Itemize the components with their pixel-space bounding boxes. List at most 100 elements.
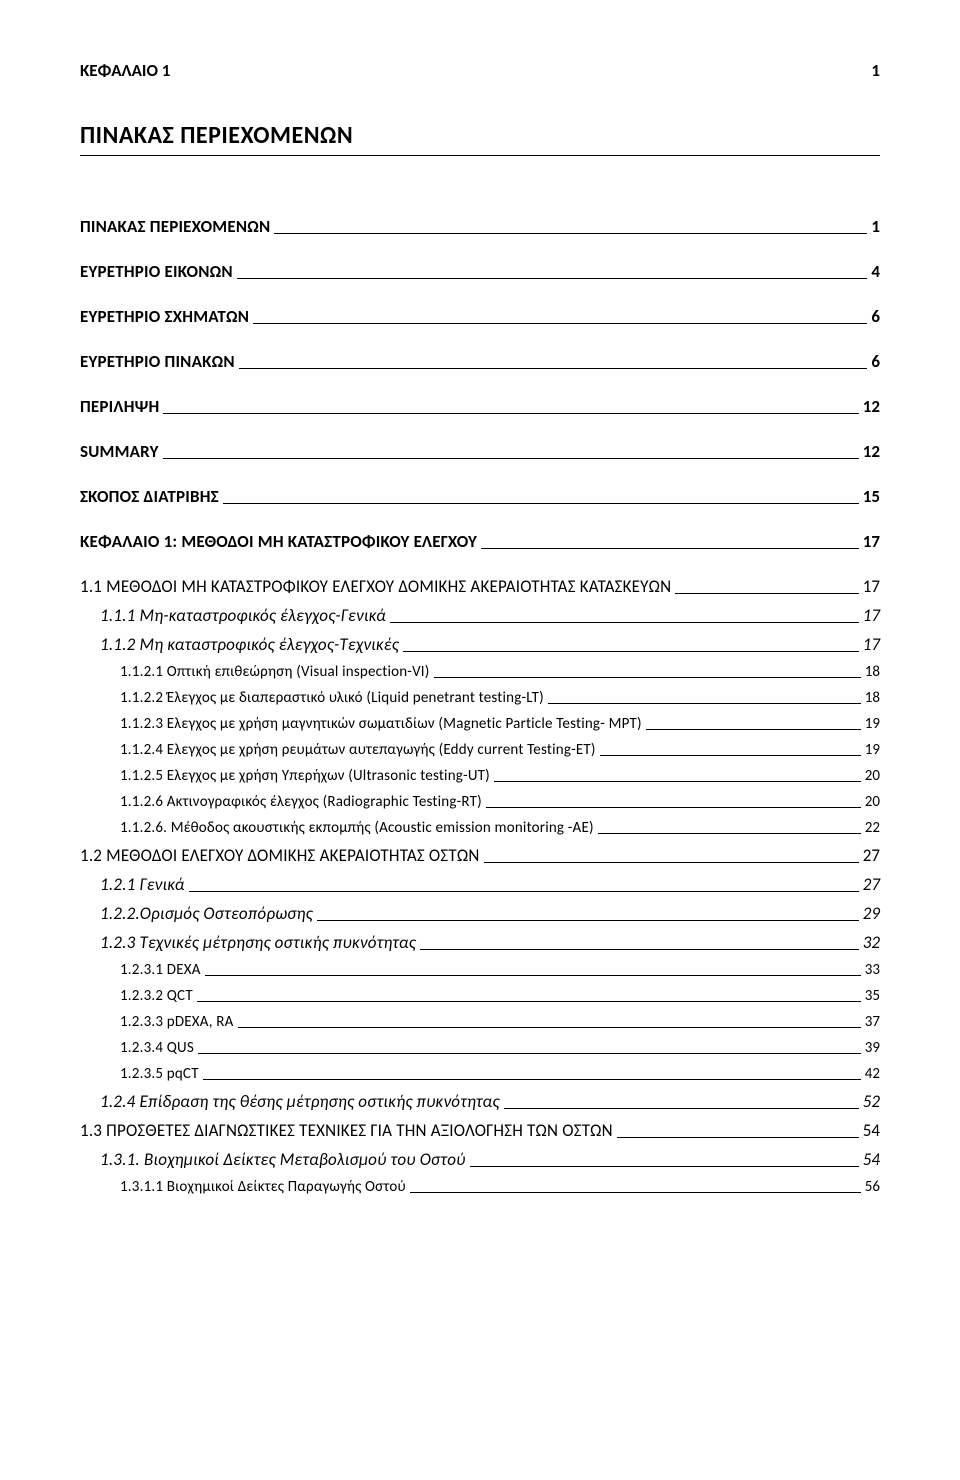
- toc-entry: 1.2.3.2 QCT35: [120, 987, 880, 1005]
- toc-entry: 1.2.3 Τεχνικές μέτρησης οστικής πυκνότητ…: [100, 932, 880, 953]
- toc-entry: 1.2.3.1 DEXA 33: [120, 961, 880, 979]
- toc-entry-label: 1.1.2.2 Έλεγχος με διαπεραστικό υλικό (L…: [120, 689, 544, 707]
- toc-entry-label: 1.2.4 Επίδραση της θέσης μέτρησης οστική…: [100, 1091, 500, 1112]
- toc-leader-line: [205, 975, 861, 976]
- toc-leader-line: [494, 781, 861, 782]
- toc-entry-page: 29: [863, 903, 880, 924]
- toc-leader-line: [434, 677, 861, 678]
- toc-leader-line: [239, 368, 868, 369]
- toc-leader-line: [197, 1001, 861, 1002]
- toc-leader-line: [317, 920, 859, 921]
- toc-entry-page: 20: [865, 767, 880, 785]
- toc-entry-page: 32: [863, 932, 880, 953]
- toc-leader-line: [600, 755, 861, 756]
- toc-entry: ΣΚΟΠΟΣ ΔΙΑΤΡΙΒΗΣ15: [80, 486, 880, 507]
- toc-entry-page: 27: [863, 874, 880, 895]
- toc-entry-label: 1.1.2.5 Ελεγχος με χρήση Υπερήχων (Ultra…: [120, 767, 490, 785]
- header-page-number: 1: [871, 60, 880, 81]
- toc-entry-page: 12: [863, 396, 880, 417]
- toc-leader-line: [253, 323, 867, 324]
- toc-entry-label: ΠΕΡΙΛΗΨΗ: [80, 396, 159, 417]
- toc-entry-label: 1.3 ΠΡΟΣΘΕΤΕΣ ΔΙΑΓΝΩΣΤΙΚΕΣ ΤΕΧΝΙΚΕΣ ΓΙΑ …: [80, 1120, 613, 1141]
- toc-entry-label: ΕΥΡΕΤΗΡΙΟ ΕΙΚΟΝΩΝ: [80, 261, 233, 282]
- toc-entry-page: 20: [865, 793, 880, 811]
- toc-entry-page: 18: [865, 689, 880, 707]
- toc-entry: 1.1.2.2 Έλεγχος με διαπεραστικό υλικό (L…: [120, 689, 880, 707]
- toc-entry: 1.2 ΜΕΘΟΔΟΙ ΕΛΕΓΧΟΥ ΔΟΜΙΚΗΣ ΑΚΕΡΑΙΟΤΗΤΑΣ…: [80, 845, 880, 866]
- toc-leader-line: [237, 278, 868, 279]
- toc-leader-line: [274, 233, 867, 234]
- toc-entry-page: 12: [863, 441, 880, 462]
- toc-entry: ΚΕΦΑΛΑΙΟ 1: ΜΕΘΟΔΟΙ ΜΗ ΚΑΤΑΣΤΡΟΦΙΚΟΥ ΕΛΕ…: [80, 531, 880, 552]
- toc-entry-label: 1.2.3.5 pqCT: [120, 1065, 199, 1083]
- toc-entry-label: 1.2.2.Ορισμός Οστεοπόρωσης: [100, 903, 313, 924]
- toc-entry-label: 1.1.2.1 Οπτική επιθεώρηση (Visual inspec…: [120, 663, 430, 681]
- toc-entry: 1.3.1. Βιοχημικοί Δείκτες Μεταβολισμού τ…: [100, 1149, 880, 1170]
- page-header: ΚΕΦΑΛΑΙΟ 1 1: [80, 60, 880, 81]
- toc-entry-label: 1.2.3.3 pDEXA, RA: [120, 1013, 234, 1031]
- toc-entry-page: 56: [865, 1178, 880, 1196]
- toc-entry-page: 37: [865, 1013, 880, 1031]
- toc-leader-line: [548, 703, 861, 704]
- toc-entry-page: 6: [871, 306, 880, 327]
- toc-entry: 1.1 ΜΕΘΟΔΟΙ ΜΗ ΚΑΤΑΣΤΡΟΦΙΚΟΥ ΕΛΕΓΧΟΥ ΔΟΜ…: [80, 576, 880, 597]
- toc-entry-page: 19: [865, 715, 880, 733]
- toc-entry: 1.2.2.Ορισμός Οστεοπόρωσης 29: [100, 903, 880, 924]
- toc-leader-line: [163, 413, 858, 414]
- toc-entry: 1.1.2.5 Ελεγχος με χρήση Υπερήχων (Ultra…: [120, 767, 880, 785]
- toc-entry: 1.1.2.6. Μέθοδος ακουστικής εκπομπής (Ac…: [120, 819, 880, 837]
- toc-leader-line: [198, 1053, 861, 1054]
- toc-leader-line: [486, 807, 861, 808]
- toc-entry-page: 54: [863, 1120, 880, 1141]
- toc-entry: 1.3.1.1 Βιοχημικοί Δείκτες Παραγωγής Οστ…: [120, 1178, 880, 1196]
- toc-entry-label: 1.2.3 Τεχνικές μέτρησης οστικής πυκνότητ…: [100, 932, 416, 953]
- toc-title: ΠΙΝΑΚΑΣ ΠΕΡΙΕΧΟΜΕΝΩΝ: [80, 121, 880, 150]
- toc-entry-page: 1: [871, 216, 880, 237]
- toc-leader-line: [484, 862, 859, 863]
- toc-entry-page: 17: [863, 531, 880, 552]
- toc-entry-page: 27: [863, 845, 880, 866]
- toc-container: ΠΙΝΑΚΑΣ ΠΕΡΙΕΧΟΜΕΝΩΝ1ΕΥΡΕΤΗΡΙΟ ΕΙΚΟΝΩΝ4Ε…: [80, 216, 880, 1196]
- toc-entry-label: 1.1.1 Μη-καταστροφικός έλεγχος-Γενικά: [100, 605, 386, 626]
- toc-entry: 1.1.2.6 Ακτινογραφικός έλεγχος (Radiogra…: [120, 793, 880, 811]
- toc-entry-page: 52: [863, 1091, 880, 1112]
- toc-entry-page: 17: [863, 605, 880, 626]
- toc-entry-page: 4: [871, 261, 880, 282]
- toc-leader-line: [410, 1192, 861, 1193]
- toc-entry-page: 19: [865, 741, 880, 759]
- toc-entry: 1.2.3.4 QUS39: [120, 1039, 880, 1057]
- toc-entry: 1.2.4 Επίδραση της θέσης μέτρησης οστική…: [100, 1091, 880, 1112]
- toc-entry-label: 1.3.1. Βιοχημικοί Δείκτες Μεταβολισμού τ…: [100, 1149, 466, 1170]
- toc-entry: 1.3 ΠΡΟΣΘΕΤΕΣ ΔΙΑΓΝΩΣΤΙΚΕΣ ΤΕΧΝΙΚΕΣ ΓΙΑ …: [80, 1120, 880, 1141]
- toc-entry: ΕΥΡΕΤΗΡΙΟ ΕΙΚΟΝΩΝ 4: [80, 261, 880, 282]
- toc-entry-label: 1.2.3.1 DEXA: [120, 961, 201, 979]
- toc-leader-line: [504, 1108, 859, 1109]
- toc-entry-label: 1.2.1 Γενικά: [100, 874, 185, 895]
- toc-entry-page: 54: [863, 1149, 880, 1170]
- toc-entry: 1.1.2.1 Οπτική επιθεώρηση (Visual inspec…: [120, 663, 880, 681]
- title-underline: [80, 155, 880, 156]
- toc-entry-page: 6: [871, 351, 880, 372]
- toc-entry: 1.2.3.5 pqCT42: [120, 1065, 880, 1083]
- toc-entry-page: 22: [865, 819, 880, 837]
- toc-entry-page: 15: [863, 486, 880, 507]
- toc-entry-label: 1.3.1.1 Βιοχημικοί Δείκτες Παραγωγής Οστ…: [120, 1178, 406, 1196]
- toc-entry-label: ΚΕΦΑΛΑΙΟ 1: ΜΕΘΟΔΟΙ ΜΗ ΚΑΤΑΣΤΡΟΦΙΚΟΥ ΕΛΕ…: [80, 531, 477, 552]
- toc-entry-page: 18: [865, 663, 880, 681]
- toc-entry-label: 1.2.3.2 QCT: [120, 987, 193, 1005]
- toc-entry-label: 1.1.2.6. Μέθοδος ακουστικής εκπομπής (Ac…: [120, 819, 594, 837]
- toc-leader-line: [403, 651, 859, 652]
- toc-leader-line: [675, 593, 858, 594]
- toc-entry: ΕΥΡΕΤΗΡΙΟ ΠΙΝΑΚΩΝ6: [80, 351, 880, 372]
- toc-entry-label: 1.1.2.3 Ελεγχος με χρήση μαγνητικών σωμα…: [120, 715, 642, 733]
- toc-leader-line: [390, 622, 859, 623]
- toc-entry-page: 33: [865, 961, 880, 979]
- toc-entry: 1.2.3.3 pDEXA, RA 37: [120, 1013, 880, 1031]
- toc-leader-line: [617, 1137, 859, 1138]
- toc-leader-line: [646, 729, 861, 730]
- toc-entry-page: 17: [863, 576, 880, 597]
- toc-entry-label: SUMMARY: [80, 441, 159, 462]
- toc-entry: 1.2.1 Γενικά 27: [100, 874, 880, 895]
- toc-entry: 1.1.1 Μη-καταστροφικός έλεγχος-Γενικά 17: [100, 605, 880, 626]
- toc-entry-label: 1.2 ΜΕΘΟΔΟΙ ΕΛΕΓΧΟΥ ΔΟΜΙΚΗΣ ΑΚΕΡΑΙΟΤΗΤΑΣ…: [80, 845, 480, 866]
